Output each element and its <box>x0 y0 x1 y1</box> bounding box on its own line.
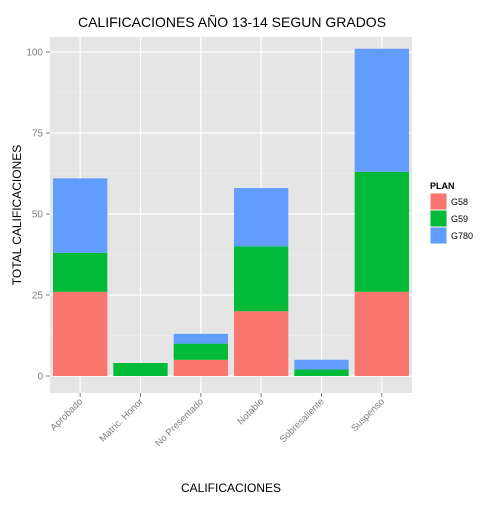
bar-segment-g780 <box>53 178 108 253</box>
bar-segment-g59 <box>294 369 349 376</box>
bar-segment-g58 <box>234 311 289 376</box>
bar-segment-g59 <box>354 171 409 292</box>
legend: PLAN G58 G59 G780 <box>429 181 473 245</box>
legend-title: PLAN <box>430 181 455 191</box>
bar-segment-g780 <box>294 359 349 370</box>
y-tick-label: 25 <box>32 291 44 302</box>
legend-label-g780: G780 <box>451 231 473 241</box>
bar-segment-g780 <box>173 333 228 344</box>
bar-segment-g59 <box>113 363 168 376</box>
y-tick-label: 100 <box>26 48 43 59</box>
bar-segment-g59 <box>53 252 108 292</box>
legend-swatch-g780 <box>430 227 447 244</box>
y-tick-label: 75 <box>32 129 44 140</box>
bar-segment-g59 <box>173 343 228 360</box>
bar-segment-g59 <box>234 246 289 312</box>
bar-segment-g780 <box>354 48 409 172</box>
bar-segment-g58 <box>173 359 228 376</box>
legend-label-g59: G59 <box>451 214 468 224</box>
y-axis-title: TOTAL CALIFICACIONES <box>10 145 24 285</box>
x-axis-title: CALIFICACIONES <box>181 481 281 495</box>
bar-segment-g58 <box>53 291 108 376</box>
legend-swatch-g58 <box>430 193 447 210</box>
y-tick-label: 0 <box>37 372 43 383</box>
y-tick-label: 50 <box>32 210 44 221</box>
legend-swatch-g59 <box>430 210 447 227</box>
grid-lines <box>50 37 412 393</box>
legend-label-g58: G58 <box>451 197 468 207</box>
bars <box>53 48 409 376</box>
plot-panel <box>50 37 412 393</box>
chart-title: CALIFICACIONES AÑO 13-14 SEGUN GRADOS <box>78 14 386 30</box>
bar-segment-g58 <box>354 291 409 376</box>
bar-segment-g780 <box>234 188 289 247</box>
